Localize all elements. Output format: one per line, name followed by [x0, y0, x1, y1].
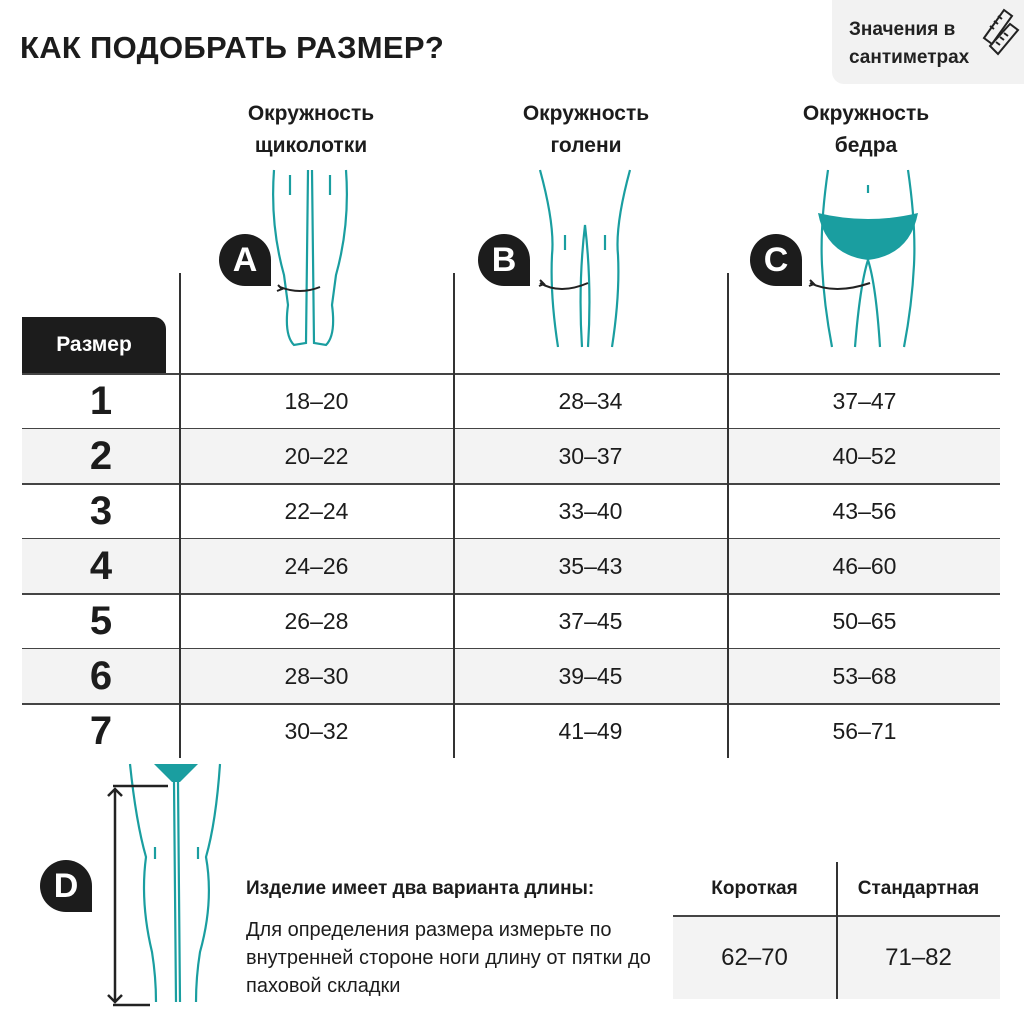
units-note: Значения в сантиметрах	[832, 0, 1024, 84]
length-value-standard: 71–82	[885, 944, 952, 971]
measurement-cell: 30–32	[284, 718, 349, 744]
table-row: 6 28–30 39–45 53–68	[22, 649, 1000, 704]
column-divider	[453, 273, 455, 758]
size-number: 7	[89, 709, 113, 753]
length-header-standard: Стандартная	[857, 878, 980, 899]
measurement-cell: 56–71	[832, 718, 897, 744]
measurement-cell: 43–56	[832, 498, 897, 524]
measurement-cell: 20–22	[284, 443, 349, 469]
size-number: 2	[89, 434, 113, 478]
row-divider	[22, 428, 1000, 430]
measurement-cell: 37–45	[558, 608, 623, 634]
row-divider	[22, 648, 1000, 650]
measurement-cell: 46–60	[832, 553, 897, 579]
col-label: щиколотки	[254, 134, 368, 157]
measurement-cell: 50–65	[832, 608, 897, 634]
thigh-illustration	[808, 169, 918, 348]
page-title: КАК ПОДОБРАТЬ РАЗМЕР?	[20, 30, 445, 65]
size-number: 1	[89, 379, 113, 423]
measurement-cell: 33–40	[558, 498, 623, 524]
table-row: 7 30–32 41–49 56–71	[22, 704, 1000, 759]
col-label: бедра	[834, 134, 898, 157]
size-header: Размер	[22, 317, 166, 373]
row-divider	[22, 593, 1000, 595]
measurement-cell: 39–45	[558, 663, 623, 689]
badge-d: D	[40, 860, 92, 912]
column-divider	[727, 273, 729, 758]
col-header-ankle: Окружность щиколотки	[201, 98, 421, 162]
units-line-1: Значения в	[849, 19, 956, 40]
measurement-cell: 37–47	[832, 388, 897, 414]
col-header-calf: Окружность голени	[476, 98, 696, 162]
col-header-thigh: Окружность бедра	[756, 98, 976, 162]
row-divider	[22, 373, 1000, 375]
col-label: Окружность	[522, 102, 650, 125]
ankle-legs-illustration	[272, 169, 348, 347]
measurement-cell: 41–49	[558, 718, 623, 744]
leg-length-illustration	[107, 763, 222, 1007]
ruler-icon	[982, 8, 1020, 56]
table-row: 1 18–20 28–34 37–47	[22, 374, 1000, 429]
length-value-short: 62–70	[721, 944, 788, 971]
length-header-short: Короткая	[711, 878, 798, 899]
length-title: Изделие имеет два варианта длины:	[246, 878, 595, 899]
col-label: Окружность	[247, 102, 375, 125]
badge-b: B	[478, 234, 530, 286]
calf-legs-illustration	[538, 169, 632, 348]
table-row: 2 20–22 30–37 40–52	[22, 429, 1000, 484]
col-label: Окружность	[802, 102, 930, 125]
units-line-2: сантиметрах	[849, 47, 970, 68]
size-number: 5	[89, 599, 113, 643]
size-number: 4	[89, 544, 113, 588]
measurement-cell: 53–68	[832, 663, 897, 689]
measurement-cell: 28–34	[558, 388, 623, 414]
measurement-cell: 30–37	[558, 443, 623, 469]
measurement-cell: 24–26	[284, 553, 349, 579]
row-divider	[22, 483, 1000, 485]
measurement-cell: 18–20	[284, 388, 349, 414]
measurement-cell: 22–24	[284, 498, 349, 524]
size-number: 6	[89, 654, 113, 698]
measurement-cell: 35–43	[558, 553, 623, 579]
badge-a: A	[219, 234, 271, 286]
table-row: 5 26–28 37–45 50–65	[22, 594, 1000, 649]
table-row: 4 24–26 35–43 46–60	[22, 539, 1000, 594]
table-row: 3 22–24 33–40 43–56	[22, 484, 1000, 539]
measurement-cell: 40–52	[832, 443, 897, 469]
size-number: 3	[89, 489, 113, 533]
length-column-divider	[836, 862, 838, 999]
col-label: голени	[550, 134, 622, 157]
measurement-cell: 26–28	[284, 608, 349, 634]
measurement-cell: 28–30	[284, 663, 349, 689]
badge-c: C	[750, 234, 802, 286]
row-divider	[22, 538, 1000, 540]
row-divider	[22, 703, 1000, 705]
column-divider	[179, 273, 181, 758]
length-description: Для определения размера измерьте по внут…	[246, 919, 651, 997]
